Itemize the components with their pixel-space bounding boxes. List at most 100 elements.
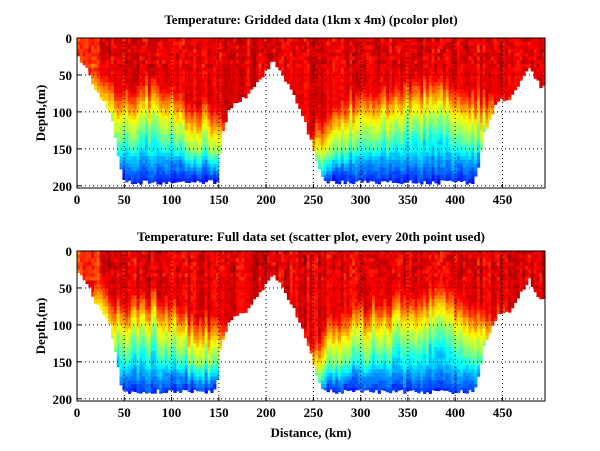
- heatmap-cell: [204, 148, 208, 153]
- heatmap-cell: [411, 97, 415, 102]
- heatmap-cell: [241, 78, 245, 83]
- heatmap-cell: [479, 97, 483, 102]
- heatmap-cell: [193, 145, 197, 150]
- heatmap-cell: [459, 78, 464, 83]
- heatmap-cell: [320, 100, 325, 105]
- heatmap-cell: [326, 122, 330, 128]
- heatmap-cell: [448, 159, 452, 165]
- heatmap-cell: [479, 71, 483, 76]
- heatmap-cell: [394, 115, 398, 120]
- heatmap-cell: [318, 41, 322, 46]
- heatmap-cell: [391, 60, 396, 65]
- heatmap-cell: [198, 115, 203, 120]
- heatmap-cell: [210, 178, 214, 181]
- heatmap-cell: [77, 262, 81, 267]
- heatmap-cell: [462, 89, 466, 94]
- heatmap-cell: [440, 38, 444, 43]
- heatmap-cell: [91, 38, 95, 43]
- heatmap-cell: [198, 130, 203, 135]
- heatmap-cell: [354, 93, 359, 98]
- heatmap-cell: [340, 111, 345, 116]
- heatmap-cell: [440, 100, 444, 105]
- heatmap-cell: [488, 71, 492, 76]
- heatmap-cell: [459, 145, 464, 150]
- heatmap-cell: [187, 49, 191, 54]
- heatmap-cell: [411, 141, 415, 146]
- heatmap-cell: [391, 122, 396, 128]
- heatmap-cell: [159, 49, 163, 54]
- heatmap-cell: [539, 74, 543, 80]
- heatmap-cell: [116, 56, 120, 61]
- heatmap-cell: [318, 89, 322, 94]
- heatmap-cell: [431, 145, 435, 150]
- heatmap-cell: [309, 130, 313, 135]
- heatmap-cell: [377, 74, 381, 80]
- heatmap-cell: [332, 126, 336, 131]
- heatmap-cell: [354, 71, 359, 76]
- heatmap-cell: [156, 49, 160, 54]
- heatmap-cell: [335, 108, 339, 113]
- heatmap-cell: [187, 122, 191, 128]
- heatmap-cell: [281, 74, 285, 76]
- heatmap-cell: [136, 130, 140, 135]
- heatmap-cell: [442, 174, 447, 179]
- heatmap-cell: [179, 115, 183, 120]
- heatmap-cell: [227, 63, 231, 68]
- heatmap-cell: [88, 63, 92, 68]
- heatmap-cell: [374, 174, 379, 179]
- heatmap-cell: [250, 86, 254, 90]
- heatmap-cell: [235, 41, 240, 46]
- heatmap-cell: [459, 86, 464, 91]
- heatmap-cell: [82, 49, 86, 54]
- heatmap-cell: [224, 52, 228, 57]
- heatmap-cell: [156, 137, 160, 142]
- heatmap-cell: [428, 38, 432, 43]
- heatmap-cell: [448, 178, 452, 181]
- heatmap-cell: [122, 141, 126, 146]
- heatmap-cell: [448, 100, 452, 105]
- heatmap-cell: [147, 52, 152, 57]
- heatmap-cell: [261, 63, 265, 68]
- heatmap-cell: [85, 251, 89, 256]
- heatmap-cell: [496, 38, 501, 43]
- heatmap-cell: [133, 78, 137, 83]
- heatmap-cell: [204, 134, 208, 139]
- heatmap-cell: [462, 115, 466, 120]
- heatmap-cell: [309, 78, 313, 83]
- heatmap-cell: [349, 115, 353, 120]
- heatmap-cell: [153, 134, 157, 139]
- heatmap-cell: [320, 38, 325, 43]
- heatmap-cell: [417, 167, 421, 172]
- heatmap-cell: [363, 130, 367, 135]
- heatmap-cell: [354, 163, 359, 168]
- heatmap-cell: [323, 178, 327, 181]
- heatmap-cell: [164, 171, 169, 176]
- heatmap-cell: [315, 38, 319, 43]
- heatmap-cell: [479, 148, 483, 151]
- heatmap-cell: [113, 45, 118, 50]
- heatmap-cell: [459, 93, 464, 98]
- heatmap-cell: [508, 67, 512, 72]
- heatmap-cell: [482, 108, 486, 113]
- heatmap-cell: [125, 74, 129, 80]
- heatmap-cell: [122, 38, 126, 43]
- heatmap-cell: [303, 67, 308, 72]
- heatmap-cell: [340, 115, 345, 120]
- heatmap-cell: [122, 111, 126, 116]
- heatmap-cell: [445, 97, 449, 102]
- heatmap-cell: [357, 174, 362, 179]
- heatmap-cell: [113, 130, 118, 135]
- heatmap-cell: [420, 178, 424, 183]
- heatmap-cell: [374, 141, 379, 146]
- heatmap-cell: [406, 119, 410, 124]
- heatmap-cell: [173, 171, 177, 176]
- heatmap-cell: [457, 137, 461, 142]
- heatmap-cell: [133, 49, 137, 54]
- heatmap-cell: [536, 56, 540, 61]
- heatmap-cell: [462, 111, 466, 116]
- heatmap-cell: [139, 93, 143, 98]
- heatmap-cell: [428, 182, 432, 185]
- heatmap-cell: [102, 280, 106, 285]
- heatmap-cell: [357, 97, 362, 102]
- heatmap-cell: [337, 167, 342, 172]
